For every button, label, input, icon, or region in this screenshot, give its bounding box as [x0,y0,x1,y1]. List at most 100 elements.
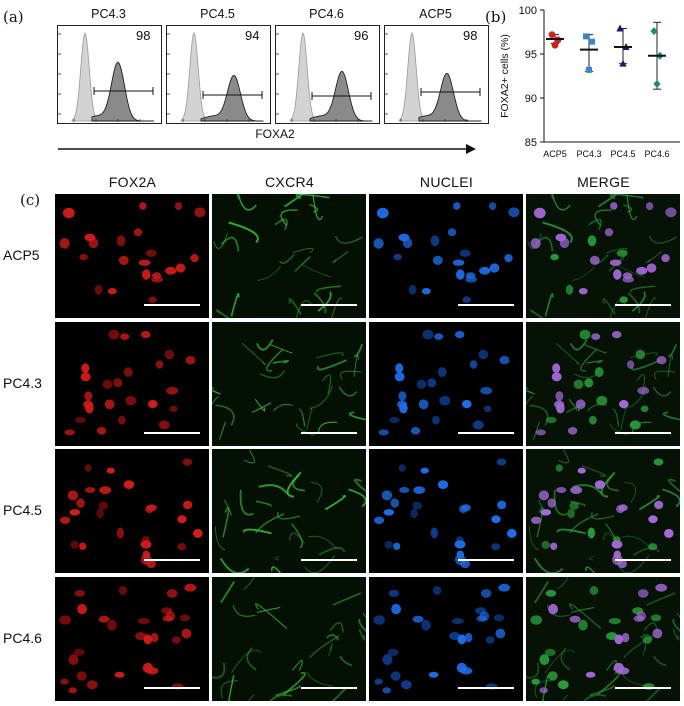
cytoskeleton-fiber [255,603,288,630]
nucleus [544,648,556,656]
nucleus [166,386,179,395]
scale-bar [301,559,357,561]
nucleus [412,501,422,510]
nucleus [495,628,506,639]
nucleus [478,349,489,360]
nucleus [185,356,196,365]
nucleus [430,527,438,539]
cytoskeleton-fiber [362,612,366,618]
nucleus [175,263,186,273]
micrograph [212,322,366,446]
cytoskeleton-fiber [667,354,673,377]
scale-bar [144,432,200,434]
channel-column-header: FOX2A [108,174,157,190]
cytoskeleton-fiber [572,484,603,495]
cytoskeleton-fiber [280,209,298,227]
nucleus [573,379,584,389]
cytoskeleton-fiber [624,481,637,503]
micrograph [526,322,680,446]
scale-bar [458,687,514,689]
nucleus [393,542,401,550]
nucleus [567,427,578,435]
nucleus [64,429,75,436]
scale-bar [144,687,200,689]
nucleus [530,238,541,249]
nucleus [102,379,113,389]
cytoskeleton-fiber [255,513,285,534]
nucleus [398,464,406,472]
nucleus [613,269,622,280]
cytoskeleton-fiber [338,386,358,397]
nucleus [653,458,664,466]
nucleus [68,654,79,665]
cytoskeleton-fiber [306,671,334,687]
nucleus [432,586,442,595]
nucleus [400,680,412,690]
cytoskeleton-fiber [267,465,293,477]
nucleus [421,619,431,631]
cytoskeleton-fiber [544,293,554,317]
nucleus [68,687,77,694]
cytoskeleton-fiber [274,218,288,231]
nucleus [648,515,658,524]
nucleus [413,486,426,494]
nucleus [642,636,652,644]
nucleus [616,249,628,257]
y-tick-label: 95 [525,49,537,61]
cytoskeleton-fiber [215,309,230,318]
cytoskeleton-fiber [642,643,647,657]
nucleus [142,662,153,673]
nucleus [545,589,557,597]
data-point [619,59,627,67]
nucleus [619,296,628,303]
cytoskeleton-fiber [212,395,220,406]
nucleus [531,678,540,685]
scale-bar [458,559,514,561]
cytoskeleton-fiber [239,489,254,516]
cell-line-row-label: PC4.3 [3,375,42,391]
nucleus [381,490,393,501]
nucleus [488,202,497,211]
data-point [653,79,661,88]
cytoskeleton-fiber [307,535,337,550]
cytoskeleton-fiber [662,488,680,508]
nucleus [504,254,513,263]
cytoskeleton-fiber [629,352,658,359]
nucleus [135,632,147,641]
cytoskeleton-fiber [318,546,346,556]
cytoskeleton-fiber [284,194,305,208]
micrograph [55,577,209,701]
cytoskeleton-fiber [555,343,580,366]
nucleus [591,333,601,340]
cytoskeleton-fiber [339,655,353,667]
gate-marker [311,92,372,100]
cytoskeleton-fiber [331,297,343,318]
nucleus [496,458,507,466]
nucleus [498,583,511,592]
nucleus [84,391,93,401]
nucleus [107,619,117,631]
cytoskeleton-fiber [254,398,266,412]
nucleus [626,360,635,369]
nucleus [640,405,649,413]
nucleus [577,467,586,474]
nucleus [636,266,648,275]
cytoskeleton-fiber [353,354,359,377]
histogram-plot [166,25,271,124]
nucleus [402,237,413,249]
cytoskeleton-fiber [266,348,284,372]
cytoskeleton-fiber [237,194,257,211]
nucleus [171,636,181,644]
cytoskeleton-fiber [213,233,228,249]
scale-bar [615,304,671,306]
cytoskeleton-fiber [354,478,366,493]
cytoskeleton-fiber [645,297,657,318]
nucleus [483,405,492,413]
nucleus [645,202,654,211]
nucleus [81,363,90,374]
cytoskeleton-fiber [256,607,281,613]
cytoskeleton-fiber [271,566,282,573]
micrograph [369,322,523,446]
cytoskeleton-fiber [259,370,286,379]
nucleus [508,207,520,218]
